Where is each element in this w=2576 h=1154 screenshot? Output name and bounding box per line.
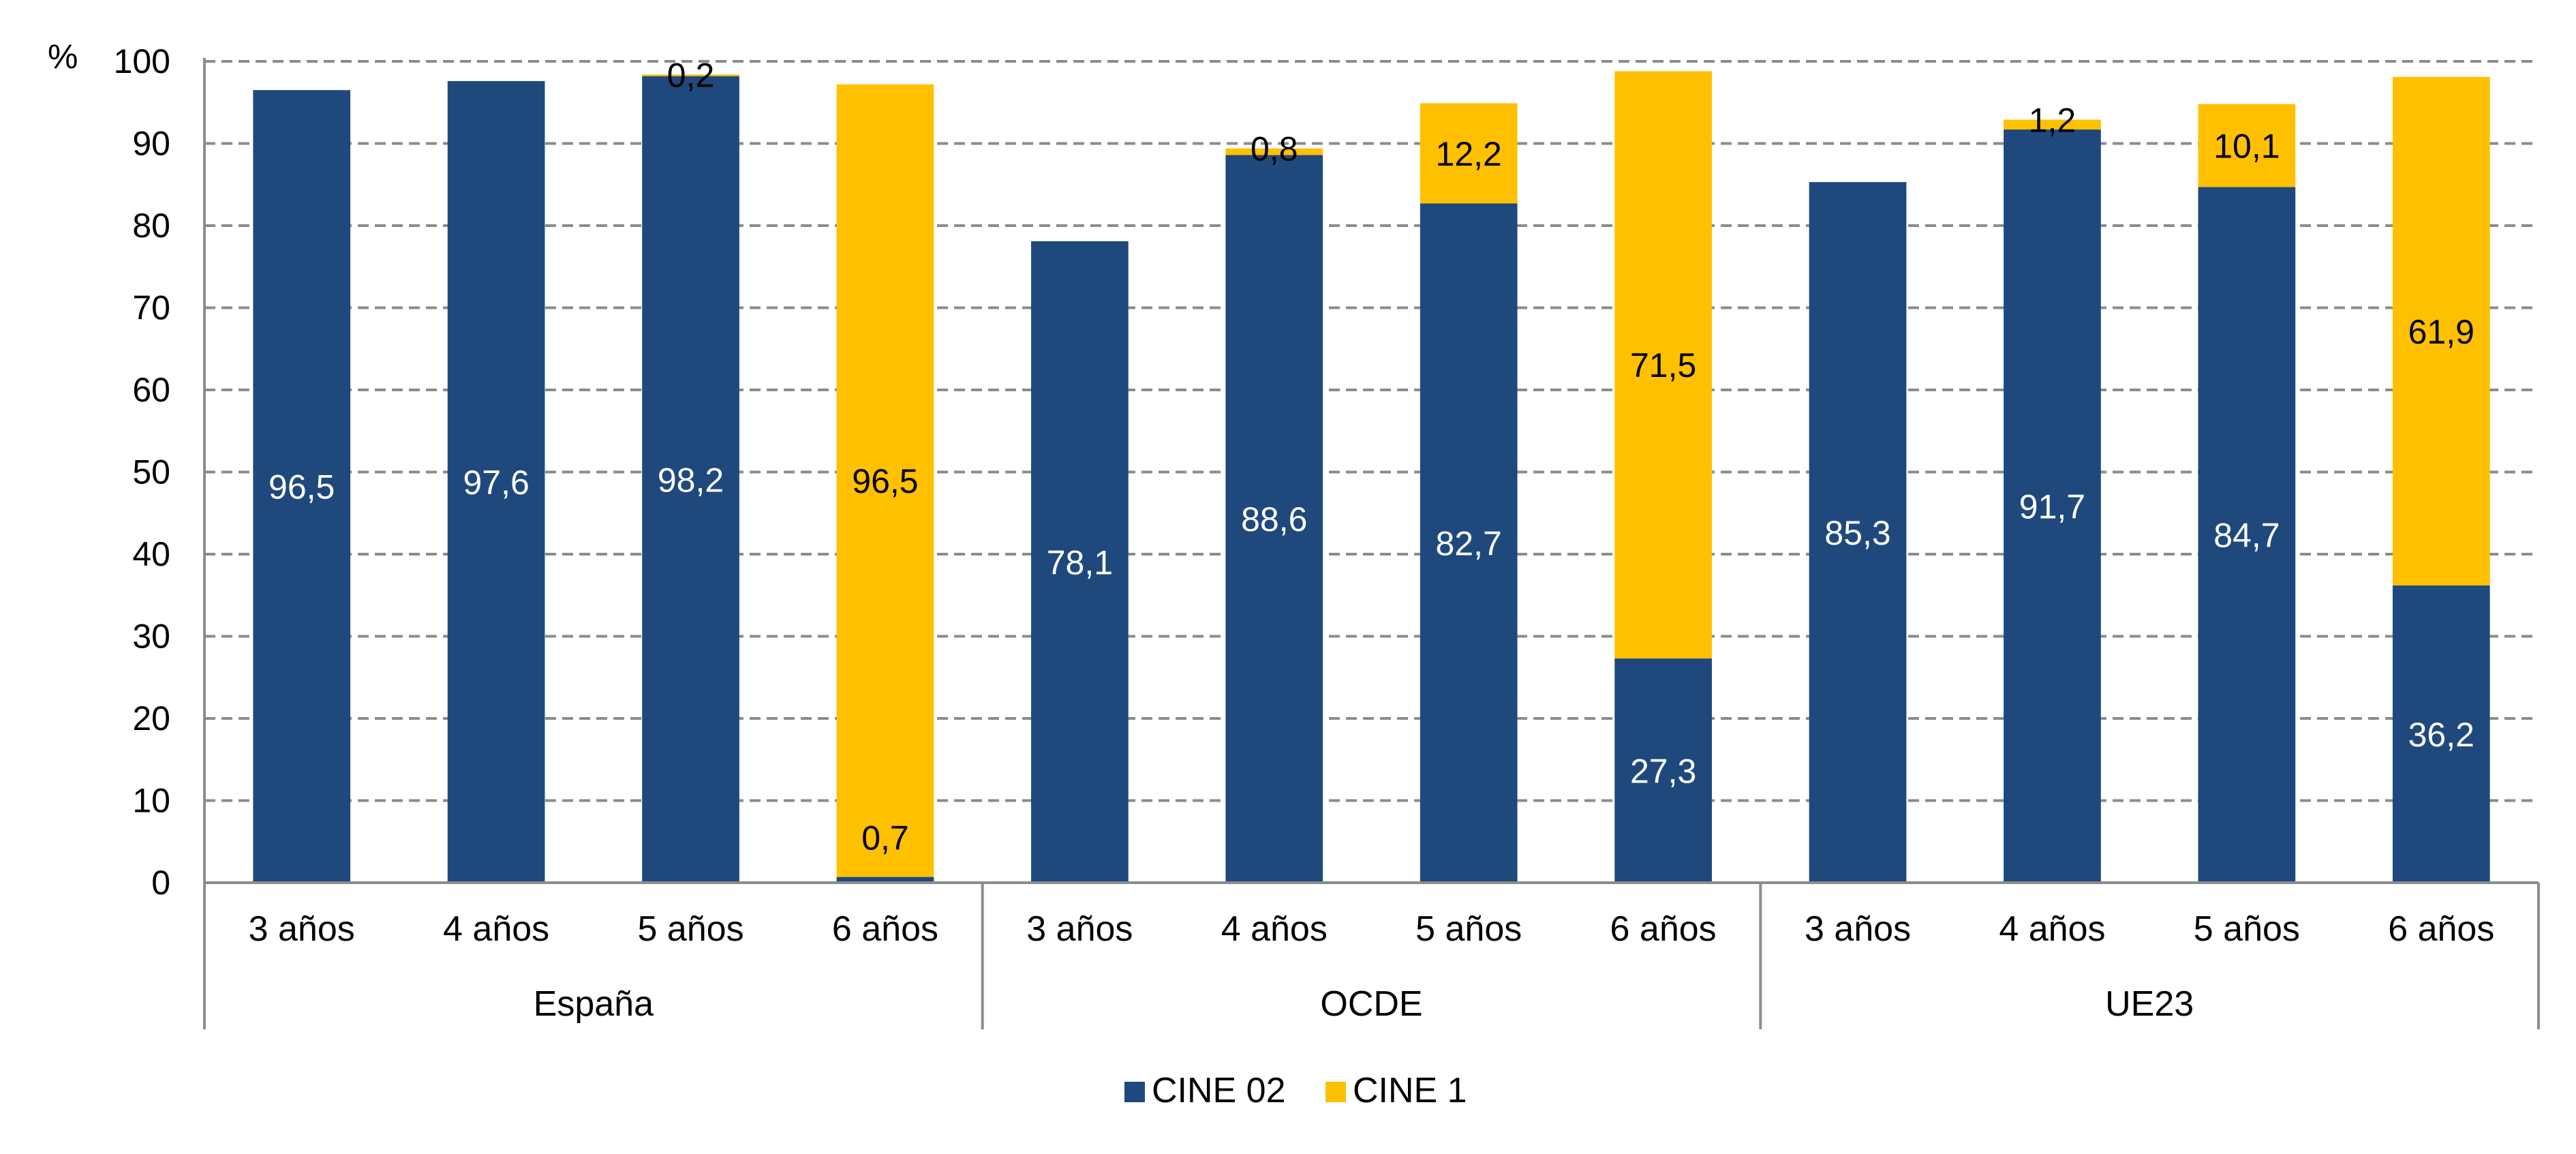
data-labels: 96,5 97,6 98,2 0,2 0,7 96,5 78,1 88,6 0,8 82,7 12,…: [269, 56, 2474, 857]
x-category-label: 5 años: [2194, 909, 2300, 949]
data-label-cine-02: 97,6: [463, 464, 529, 502]
bar-cine-02: [836, 877, 934, 883]
bar-cine-02: [2004, 130, 2101, 883]
x-category-label: 6 años: [832, 909, 938, 949]
data-label-cine-1: 71,5: [1630, 346, 1696, 384]
bar-cine-02: [642, 76, 739, 883]
y-tick-label: 40: [132, 535, 170, 573]
x-category-label: 3 años: [249, 909, 355, 949]
bar-cine-02: [253, 90, 351, 883]
data-label-cine-02: 91,7: [2019, 488, 2085, 526]
x-group-label: OCDE: [1320, 984, 1422, 1024]
y-unit-label: %: [48, 37, 78, 76]
bar-cine-02: [1614, 658, 1712, 883]
legend-label: CINE 1: [1353, 1071, 1467, 1110]
y-tick-label: 100: [114, 42, 170, 80]
x-category-label: 3 años: [1026, 909, 1133, 949]
x-category-label: 6 años: [2388, 909, 2494, 949]
data-label-cine-02: 84,7: [2213, 517, 2280, 555]
bar-cine-1: [1420, 103, 1518, 204]
data-label-cine-1: 61,9: [2408, 313, 2474, 351]
bar-cine-1: [1614, 71, 1712, 659]
data-label-cine-1: 0,2: [667, 56, 715, 94]
y-tick-label: 0: [151, 864, 170, 902]
data-label-cine-1: 96,5: [852, 462, 918, 500]
bar-cine-1: [1225, 148, 1323, 155]
legend: CINE 02 CINE 1: [1124, 1071, 1467, 1110]
data-label-cine-02: 98,2: [658, 461, 724, 499]
y-tick-label: 10: [132, 782, 170, 820]
data-label-cine-02: 78,1: [1047, 543, 1113, 581]
data-label-cine-02: 82,7: [1436, 525, 1502, 563]
y-tick-label: 20: [132, 699, 170, 738]
x-category-label: 4 años: [1999, 909, 2105, 949]
y-tick-label: 90: [132, 125, 170, 163]
bars: [253, 71, 2490, 883]
data-label-cine-02: 0,7: [861, 819, 909, 857]
data-label-cine-02: 27,3: [1630, 753, 1696, 791]
legend-swatch: [1325, 1082, 1346, 1102]
y-tick-label: 30: [132, 618, 170, 656]
bar-cine-1: [2392, 76, 2490, 586]
y-axis-ticks: 0 10 20 30 40 50 60 70 80 90 100: [114, 42, 170, 902]
bar-cine-1: [2004, 119, 2101, 130]
data-label-cine-02: 85,3: [1824, 514, 1890, 552]
bar-cine-02: [1809, 182, 1907, 883]
x-category-label: 5 años: [637, 909, 743, 949]
bar-cine-1: [642, 74, 739, 76]
bar-cine-02: [2392, 585, 2490, 883]
data-label-cine-02: 36,2: [2408, 716, 2474, 754]
x-axis: 3 años 4 años 5 años 6 años España 3 años 4 añ…: [203, 58, 2540, 1029]
data-label-cine-1: 0,8: [1251, 130, 1298, 168]
x-category-label: 6 años: [1610, 909, 1717, 949]
bar-cine-02: [1031, 241, 1129, 883]
x-category-label: 4 años: [443, 909, 549, 949]
bar-cine-02: [1420, 203, 1518, 883]
data-label-cine-02: 96,5: [269, 468, 335, 506]
bar-cine-02: [2198, 187, 2296, 883]
y-tick-label: 70: [132, 289, 170, 327]
x-category-label: 3 años: [1805, 909, 1911, 949]
data-label-cine-1: 1,2: [2029, 102, 2076, 140]
y-tick-label: 50: [132, 453, 170, 491]
y-tick-label: 60: [132, 371, 170, 409]
bar-cine-1: [836, 84, 934, 877]
x-category-label: 5 años: [1415, 909, 1522, 949]
legend-swatch: [1124, 1082, 1145, 1102]
x-group-label: España: [534, 984, 654, 1024]
bar-cine-02: [447, 80, 545, 883]
y-tick-label: 80: [132, 207, 170, 245]
gridlines: [204, 60, 2539, 802]
bar-cine-02: [1225, 155, 1323, 883]
legend-label: CINE 02: [1152, 1071, 1286, 1110]
data-label-cine-1: 12,2: [1436, 135, 1502, 173]
x-group-label: UE23: [2105, 984, 2194, 1024]
bar-cine-1: [2198, 104, 2296, 187]
data-label-cine-02: 88,6: [1241, 500, 1307, 538]
data-label-cine-1: 10,1: [2213, 127, 2280, 166]
x-category-label: 4 años: [1221, 909, 1328, 949]
